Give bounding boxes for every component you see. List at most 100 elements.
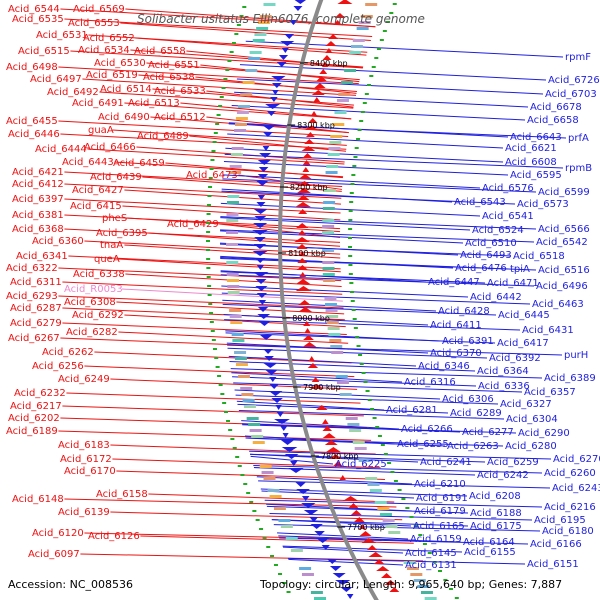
gene-label[interactable]: Acid_6266 <box>401 424 453 435</box>
gene-label[interactable]: Acid_6293 <box>6 291 58 302</box>
gene-label[interactable]: Acid_6262 <box>42 347 94 358</box>
gene-label[interactable]: Acid_6180 <box>542 526 594 537</box>
gene-label[interactable]: Acid_6493 <box>460 250 512 261</box>
gene-label[interactable]: Acid_6553 <box>68 18 120 29</box>
gene-label[interactable]: Acid_6277 <box>462 427 514 438</box>
gene-label[interactable]: Acid_6389 <box>544 373 596 384</box>
gene-label[interactable]: Acid_6621 <box>505 143 557 154</box>
gene-label[interactable]: Acid_6287 <box>10 303 62 314</box>
gene-label[interactable]: Acid_6368 <box>12 224 64 235</box>
gene-label[interactable]: Acid_6489 <box>137 131 189 142</box>
gene-label[interactable]: Acid_6551 <box>148 60 200 71</box>
gene-label[interactable]: Acid_6195 <box>534 515 586 526</box>
gene-label[interactable]: Acid_6289 <box>450 408 502 419</box>
gene-label[interactable]: Acid_6678 <box>530 102 582 113</box>
gene-label[interactable]: Acid_6531 <box>36 30 88 41</box>
gene-label[interactable]: Acid_6243 <box>552 483 600 494</box>
gene-label[interactable]: Acid_6267 <box>8 333 60 344</box>
gene-label[interactable]: Acid_6216 <box>544 502 596 513</box>
gene-label[interactable]: Acid_6442 <box>470 292 522 303</box>
gene-label[interactable]: Acid_6241 <box>420 457 472 468</box>
gene-label[interactable]: Acid_6498 <box>6 62 58 73</box>
gene-label[interactable]: Acid_6270 <box>553 454 600 465</box>
gene-label[interactable]: Acid_6260 <box>544 468 596 479</box>
gene-label[interactable]: Acid_6543 <box>454 197 506 208</box>
gene-label[interactable]: Acid_6208 <box>469 491 521 502</box>
gene-label[interactable]: Acid_6279 <box>10 318 62 329</box>
gene-label[interactable]: Acid_6148 <box>12 494 64 505</box>
gene-label[interactable]: Acid_6217 <box>10 401 62 412</box>
gene-label[interactable]: Acid_6357 <box>524 387 576 398</box>
gene-label[interactable]: Acid_6512 <box>154 112 206 123</box>
gene-label[interactable]: Acid_6392 <box>489 353 541 364</box>
gene-label[interactable]: Acid_6492 <box>47 87 99 98</box>
gene-label[interactable]: purH <box>564 350 588 361</box>
gene-label[interactable]: Acid_6471 <box>487 278 539 289</box>
gene-label[interactable]: Acid_6473 <box>186 170 238 181</box>
gene-label[interactable]: Acid_6170 <box>64 466 116 477</box>
gene-label[interactable]: Acid_6281 <box>386 405 438 416</box>
gene-label[interactable]: Acid_6316 <box>404 377 456 388</box>
gene-label[interactable]: Acid_6165 <box>413 521 465 532</box>
gene-label[interactable]: Acid_6411 <box>430 320 482 331</box>
gene-label[interactable]: Acid_6225 <box>335 459 387 470</box>
gene-label[interactable]: Acid_6530 <box>94 58 146 69</box>
gene-label[interactable]: Acid_6159 <box>410 534 462 545</box>
gene-label[interactable]: Acid_6338 <box>73 269 125 280</box>
gene-label[interactable]: pheS <box>102 213 127 224</box>
gene-label[interactable]: Acid_6179 <box>414 506 466 517</box>
gene-label[interactable]: Acid_6421 <box>12 167 64 178</box>
gene-label[interactable]: Acid_6415 <box>70 201 122 212</box>
gene-label[interactable]: Acid_6370 <box>430 348 482 359</box>
gene-label[interactable]: Acid_6595 <box>510 170 562 181</box>
gene-label[interactable]: Acid_6145 <box>405 548 457 559</box>
gene-label[interactable]: Acid_6360 <box>32 236 84 247</box>
gene-label[interactable]: Acid_6658 <box>527 115 579 126</box>
gene-label[interactable]: Acid_6513 <box>128 98 180 109</box>
gene-label[interactable]: Acid_6249 <box>58 374 110 385</box>
gene-label[interactable]: Acid_6599 <box>538 187 590 198</box>
gene-label[interactable]: Acid_6519 <box>86 70 138 81</box>
gene-label[interactable]: Acid_6412 <box>12 179 64 190</box>
gene-label[interactable]: rpmF <box>565 52 591 63</box>
gene-label[interactable]: Acid_6518 <box>513 251 565 262</box>
gene-label[interactable]: Acid_6444 <box>35 144 87 155</box>
gene-label[interactable]: Acid_6172 <box>60 454 112 465</box>
gene-label[interactable]: Acid_6256 <box>32 361 84 372</box>
gene-label[interactable]: Acid_6232 <box>14 388 66 399</box>
gene-label[interactable]: Acid_6191 <box>416 493 468 504</box>
gene-label[interactable]: Acid_6515 <box>18 46 70 57</box>
gene-label[interactable]: Acid_6428 <box>438 306 490 317</box>
gene-label[interactable]: Acid_6573 <box>517 199 569 210</box>
gene-label[interactable]: Acid_6443 <box>62 157 114 168</box>
gene-label[interactable]: Acid_6516 <box>538 265 590 276</box>
gene-label[interactable]: Acid_6524 <box>472 225 524 236</box>
gene-label[interactable]: Acid_6476 <box>455 263 507 274</box>
gene-label[interactable]: Acid_6158 <box>96 489 148 500</box>
gene-label[interactable]: Acid_6542 <box>536 237 588 248</box>
gene-label[interactable]: Acid_6552 <box>83 33 135 44</box>
gene-label[interactable]: Acid_6120 <box>32 528 84 539</box>
gene-label[interactable]: Acid_6292 <box>72 310 124 321</box>
gene-label[interactable]: Acid_6183 <box>58 440 110 451</box>
gene-label[interactable]: Acid_6097 <box>28 549 80 560</box>
gene-label[interactable]: Acid_6445 <box>498 310 550 321</box>
gene-label[interactable]: Acid_6439 <box>90 172 142 183</box>
gene-label[interactable]: Acid_R0053 <box>64 284 123 295</box>
gene-label[interactable]: Acid_6151 <box>527 559 579 570</box>
gene-label[interactable]: Acid_6336 <box>478 381 530 392</box>
gene-label[interactable]: Acid_6259 <box>487 457 539 468</box>
gene-label[interactable]: Acid_6397 <box>12 194 64 205</box>
gene-label[interactable]: Acid_6431 <box>522 325 574 336</box>
gene-label[interactable]: Acid_6188 <box>470 508 522 519</box>
gene-label[interactable]: Acid_6304 <box>506 414 558 425</box>
gene-label[interactable]: Acid_6490 <box>98 112 150 123</box>
gene-label[interactable]: prfA <box>568 133 589 144</box>
gene-label[interactable]: Acid_6463 <box>532 299 584 310</box>
gene-label[interactable]: Acid_6538 <box>143 72 195 83</box>
gene-label[interactable]: Acid_6395 <box>96 228 148 239</box>
gene-label[interactable]: Acid_6166 <box>530 539 582 550</box>
gene-label[interactable]: Acid_6544 <box>8 4 60 15</box>
gene-label[interactable]: Acid_6280 <box>505 441 557 452</box>
gene-label[interactable]: Acid_6447 <box>428 277 480 288</box>
